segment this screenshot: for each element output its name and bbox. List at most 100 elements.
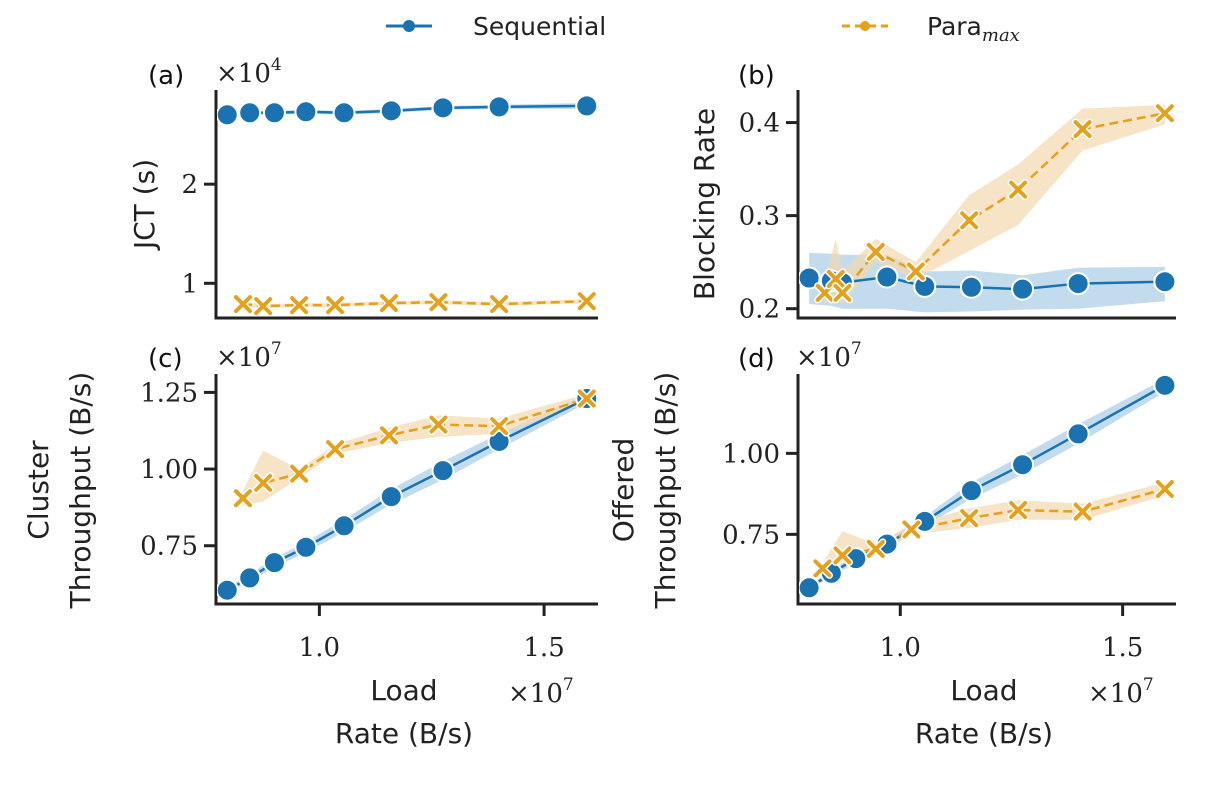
data-point-sequential-c — [238, 566, 262, 590]
data-point-para-c — [576, 388, 598, 410]
data-point-sequential-a — [332, 101, 356, 125]
data-point-sequential-a — [431, 96, 455, 120]
data-point-sequential-d — [799, 576, 821, 600]
panel-b-blocking-rate: (b) Blocking Rate 0.2 0.3 0.4 — [688, 61, 1177, 325]
data-point-para-a — [427, 291, 449, 313]
data-point-para-d — [1154, 478, 1176, 500]
data-point-para-c — [252, 472, 274, 494]
panel-label-d: (d) — [738, 344, 775, 374]
series-line-para-a — [242, 299, 587, 308]
data-point-sequential-d — [1066, 422, 1090, 446]
legend-marker-para — [860, 21, 870, 31]
data-point-sequential-c — [431, 459, 455, 483]
legend-label-para-subscript: max — [982, 25, 1020, 46]
x-axis-label-d-line2: Rate (B/s) — [915, 717, 1053, 750]
data-point-para-b — [1072, 118, 1094, 140]
x-multiplier-c: ×107 — [508, 675, 574, 709]
panel-label-a: (a) — [148, 61, 184, 91]
y-axis-label-c-line2: Throughput (B/s) — [64, 372, 97, 610]
data-point-sequential-d — [1153, 373, 1177, 397]
data-point-para-a — [232, 293, 254, 315]
legend-marker-sequential — [403, 20, 415, 32]
legend-label-sequential: Sequential — [473, 12, 606, 41]
data-point-sequential-a — [262, 101, 286, 125]
data-point-para-b — [1007, 179, 1029, 201]
y-tick-label-d: 0.75 — [722, 520, 780, 550]
data-point-para-c — [324, 438, 346, 460]
data-point-sequential-a — [487, 95, 511, 119]
y-tick-label-a: 2 — [181, 170, 198, 200]
plot-area-a — [217, 94, 599, 316]
y-axis-label-a: JCT (s) — [128, 159, 161, 251]
y-tick-label-b: 0.4 — [739, 109, 780, 139]
y-tick-label-b: 0.3 — [739, 202, 780, 232]
plot-area-d — [799, 373, 1177, 600]
data-point-para-c — [288, 463, 310, 485]
legend-item-sequential: Sequential — [386, 12, 606, 41]
y-multiplier-d: ×107 — [796, 339, 862, 373]
data-point-para-a — [252, 295, 274, 316]
y-tick-label-c: 0.75 — [140, 532, 198, 562]
data-point-para-b — [958, 209, 980, 231]
confidence-band-para-b — [824, 104, 1165, 305]
legend-label-para: Para — [927, 12, 982, 41]
data-point-para-d — [865, 538, 887, 560]
y-axis-label-d-line2: Throughput (B/s) — [649, 372, 682, 610]
data-point-sequential-c — [294, 535, 318, 559]
data-point-sequential-d — [1011, 453, 1035, 477]
data-point-para-d — [831, 544, 853, 566]
confidence-band-para-d — [822, 482, 1165, 574]
data-point-para-d — [1072, 501, 1094, 523]
panel-label-b: (b) — [738, 61, 775, 91]
y-tick-label-c: 1.25 — [140, 378, 198, 408]
data-point-para-b — [1154, 102, 1176, 124]
data-point-sequential-a — [238, 101, 262, 125]
x-tick-label-d: 1.0 — [880, 633, 921, 663]
x-multiplier-d: ×107 — [1088, 675, 1154, 709]
legend-item-para: Paramax — [842, 12, 1020, 46]
x-axis-label-c-line2: Rate (B/s) — [335, 717, 473, 750]
data-point-sequential-c — [262, 551, 286, 575]
y-axis-label-d-line1: Offered — [607, 438, 640, 542]
x-tick-label-c: 1.0 — [299, 633, 340, 663]
data-point-para-b — [905, 260, 927, 282]
plot-area-c — [217, 387, 599, 602]
y-tick-label-c: 1.00 — [140, 455, 198, 485]
data-point-para-d — [1007, 499, 1029, 521]
data-point-para-b — [865, 241, 887, 263]
data-point-sequential-b — [1153, 270, 1177, 294]
panel-a-jct: (a) ×104 JCT (s) 1 2 — [128, 55, 599, 320]
data-point-sequential-a — [294, 100, 318, 124]
plot-area-b — [799, 102, 1177, 313]
data-point-sequential-b — [959, 275, 983, 299]
data-point-para-c — [427, 414, 449, 436]
y-multiplier-c: ×107 — [216, 339, 282, 373]
data-point-sequential-c — [217, 578, 239, 602]
y-axis-label-b: Blocking Rate — [688, 108, 721, 300]
data-point-sequential-b — [799, 266, 821, 290]
data-point-para-d — [811, 557, 833, 579]
y-multiplier-a: ×104 — [216, 55, 282, 89]
panel-d-offered-throughput: (d) ×107 Offered Throughput (B/s) 0.75 1.00 1.… — [607, 339, 1177, 750]
data-point-para-d — [958, 507, 980, 529]
data-point-sequential-d — [959, 479, 983, 503]
data-point-sequential-b — [1011, 277, 1035, 301]
data-point-sequential-c — [379, 485, 403, 509]
data-point-para-b — [831, 282, 853, 304]
data-point-sequential-b — [1066, 272, 1090, 296]
data-point-sequential-d — [913, 509, 937, 533]
y-tick-label-b: 0.2 — [739, 295, 780, 325]
svg-text:Paramax: Paramax — [927, 12, 1020, 46]
data-point-sequential-a — [217, 103, 239, 127]
data-point-para-c — [232, 487, 254, 509]
data-point-para-a — [378, 292, 400, 314]
y-tick-label-d: 1.00 — [722, 439, 780, 469]
y-tick-label-a: 1 — [181, 269, 198, 299]
x-axis-label-c-line1: Load — [370, 674, 437, 707]
data-point-sequential-c — [332, 514, 356, 538]
data-point-para-d — [900, 518, 922, 540]
data-point-para-c — [378, 424, 400, 446]
x-tick-label-c: 1.5 — [523, 633, 564, 663]
data-point-para-a — [324, 294, 346, 316]
